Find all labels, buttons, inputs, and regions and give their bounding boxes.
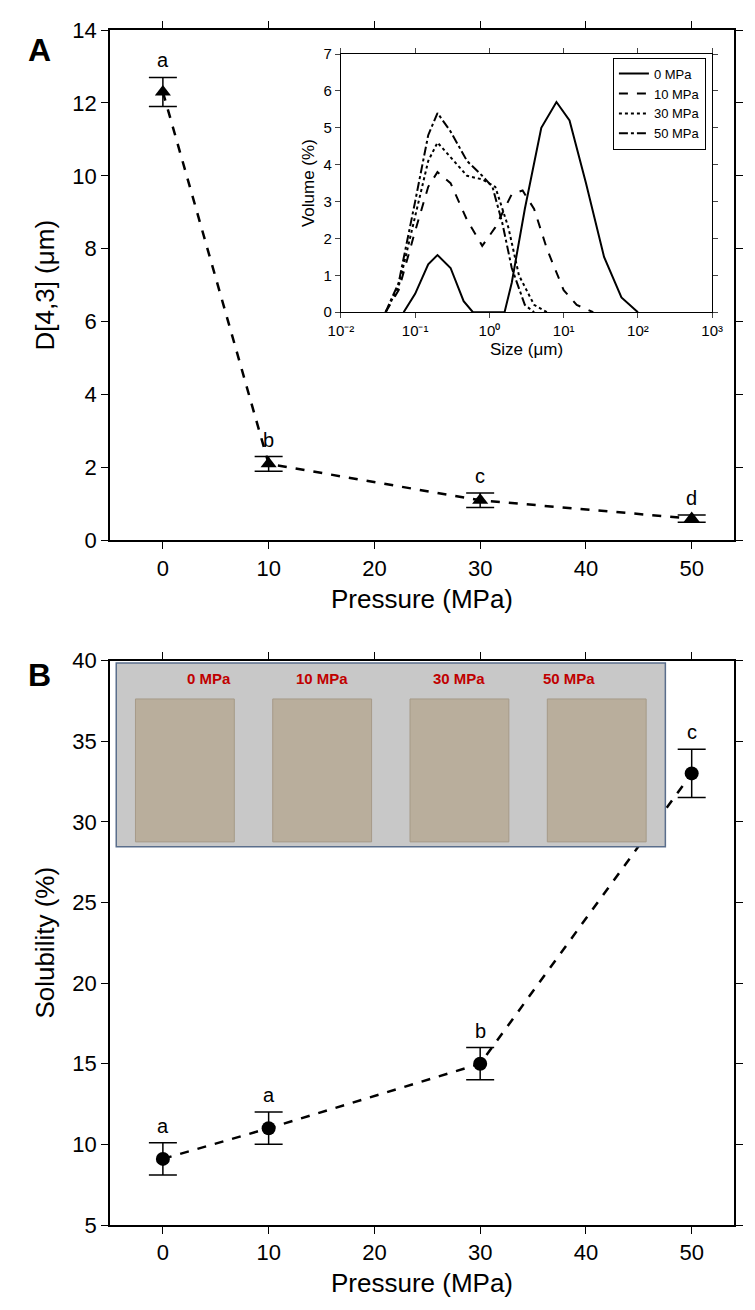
svg-text:25: 25 bbox=[72, 890, 96, 915]
svg-text:14: 14 bbox=[72, 18, 96, 43]
svg-text:8: 8 bbox=[85, 236, 97, 261]
svg-text:40: 40 bbox=[574, 1240, 598, 1265]
svg-text:A: A bbox=[28, 32, 51, 68]
svg-text:10 MPa: 10 MPa bbox=[654, 87, 700, 102]
svg-text:Pressure (MPa): Pressure (MPa) bbox=[331, 1268, 513, 1298]
svg-text:c: c bbox=[475, 465, 485, 487]
svg-text:20: 20 bbox=[362, 556, 386, 581]
svg-text:c: c bbox=[687, 721, 697, 743]
svg-text:Solubility (%): Solubility (%) bbox=[30, 867, 60, 1019]
svg-text:2: 2 bbox=[323, 230, 331, 247]
svg-text:7: 7 bbox=[323, 45, 331, 62]
svg-text:50 MPa: 50 MPa bbox=[654, 126, 700, 141]
svg-text:5: 5 bbox=[323, 119, 331, 136]
svg-text:15: 15 bbox=[72, 1051, 96, 1076]
svg-text:10: 10 bbox=[72, 1132, 96, 1157]
svg-text:30: 30 bbox=[468, 556, 492, 581]
svg-text:D[4,3] (μm): D[4,3] (μm) bbox=[30, 220, 60, 351]
svg-text:40: 40 bbox=[72, 648, 96, 673]
svg-text:0 MPa: 0 MPa bbox=[187, 670, 231, 687]
svg-text:Volume (%): Volume (%) bbox=[299, 139, 318, 227]
svg-text:30 MPa: 30 MPa bbox=[433, 670, 485, 687]
svg-text:35: 35 bbox=[72, 729, 96, 754]
svg-text:10³: 10³ bbox=[701, 322, 723, 339]
svg-text:0: 0 bbox=[323, 303, 331, 320]
svg-text:4: 4 bbox=[85, 382, 97, 407]
svg-text:10: 10 bbox=[72, 164, 96, 189]
svg-text:Pressure (MPa): Pressure (MPa) bbox=[331, 584, 513, 614]
svg-text:2: 2 bbox=[85, 455, 97, 480]
svg-text:a: a bbox=[263, 1084, 275, 1106]
svg-text:10¹: 10¹ bbox=[553, 322, 575, 339]
svg-text:10⁻²: 10⁻² bbox=[328, 322, 355, 339]
svg-text:6: 6 bbox=[323, 82, 331, 99]
svg-text:40: 40 bbox=[574, 556, 598, 581]
svg-text:50 MPa: 50 MPa bbox=[543, 670, 595, 687]
svg-text:50: 50 bbox=[679, 556, 703, 581]
svg-text:10⁻¹: 10⁻¹ bbox=[402, 322, 429, 339]
svg-text:b: b bbox=[475, 1020, 486, 1042]
svg-text:0: 0 bbox=[157, 1240, 169, 1265]
svg-text:Size (μm): Size (μm) bbox=[490, 340, 563, 359]
svg-text:B: B bbox=[28, 657, 51, 693]
svg-text:10 MPa: 10 MPa bbox=[296, 670, 348, 687]
svg-text:12: 12 bbox=[72, 91, 96, 116]
svg-text:4: 4 bbox=[323, 156, 331, 173]
svg-text:30 MPa: 30 MPa bbox=[654, 106, 700, 121]
svg-text:1: 1 bbox=[323, 267, 331, 284]
svg-text:30: 30 bbox=[468, 1240, 492, 1265]
svg-text:a: a bbox=[157, 49, 169, 71]
svg-text:10: 10 bbox=[256, 556, 280, 581]
svg-text:0: 0 bbox=[157, 556, 169, 581]
svg-text:10²: 10² bbox=[627, 322, 649, 339]
svg-text:5: 5 bbox=[85, 1213, 97, 1238]
svg-text:b: b bbox=[263, 429, 274, 451]
svg-text:10⁰: 10⁰ bbox=[479, 322, 501, 339]
svg-text:10: 10 bbox=[256, 1240, 280, 1265]
svg-text:30: 30 bbox=[72, 810, 96, 835]
svg-text:20: 20 bbox=[362, 1240, 386, 1265]
svg-text:3: 3 bbox=[323, 193, 331, 210]
svg-text:0 MPa: 0 MPa bbox=[654, 67, 692, 82]
svg-text:0: 0 bbox=[85, 528, 97, 553]
svg-text:50: 50 bbox=[679, 1240, 703, 1265]
svg-text:d: d bbox=[686, 487, 697, 509]
svg-text:6: 6 bbox=[85, 309, 97, 334]
svg-text:a: a bbox=[157, 1115, 169, 1137]
svg-text:20: 20 bbox=[72, 971, 96, 996]
